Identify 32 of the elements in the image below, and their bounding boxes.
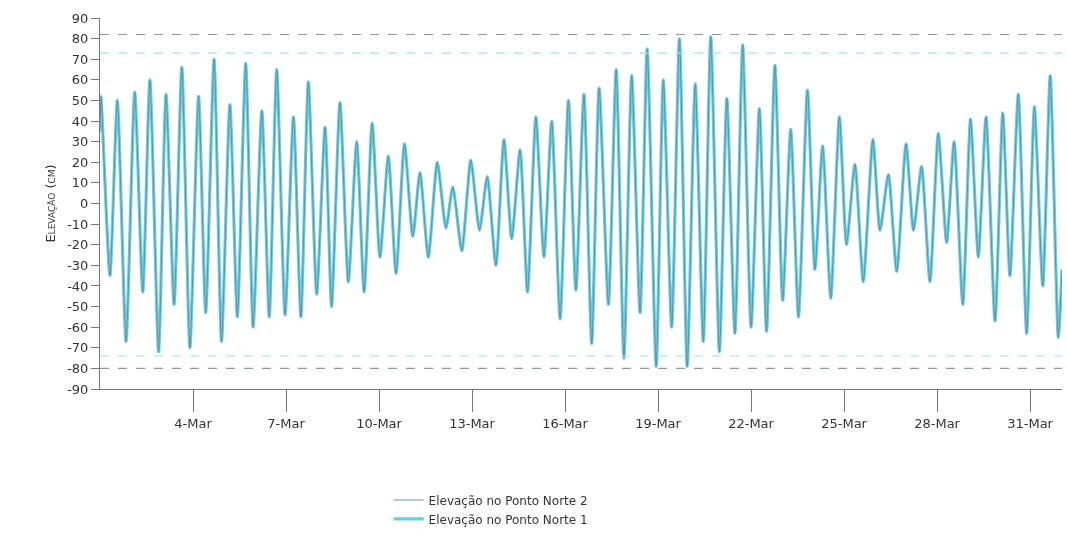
x-tick-label: 7-Mar [267,415,306,431]
y-tick-label: -20 [67,237,89,253]
x-tick-label: 25-Mar [821,415,868,431]
y-tick-label: 40 [71,113,89,129]
y-tick-label: -90 [67,381,89,397]
y-tick-label: -70 [67,340,89,356]
x-tick-label: 19-Mar [635,415,682,431]
x-tick-label: 10-Mar [356,415,403,431]
y-tick-label: -50 [67,299,89,315]
x-tick-label: 28-Mar [914,415,961,431]
x-tick-label: 13-Mar [449,415,496,431]
y-tick-label: 0 [80,196,89,212]
y-tick-label: 10 [71,175,89,191]
legend-label: Elevação no Ponto Norte 2 [428,493,588,508]
y-tick-label: -30 [67,257,89,273]
y-tick-label: 30 [71,134,89,150]
y-tick-label: -40 [67,278,89,294]
x-tick-label: 31-Mar [1007,415,1054,431]
y-tick-label: 90 [71,10,89,26]
x-tick-label: 22-Mar [728,415,775,431]
x-tick-label: 16-Mar [542,415,589,431]
x-tick-label: 4-Mar [174,415,213,431]
y-tick-label: 50 [71,92,89,108]
y-tick-label: 80 [71,31,89,47]
y-tick-label: -60 [67,319,89,335]
y-tick-label: 20 [71,154,89,170]
y-tick-label: -80 [67,360,89,376]
y-tick-label: 70 [71,51,89,67]
legend-label: Elevação no Ponto Norte 1 [428,512,588,527]
y-axis-title: Elevação (cm) [43,164,59,243]
y-tick-label: -10 [67,216,89,232]
y-tick-label: 60 [71,72,89,88]
